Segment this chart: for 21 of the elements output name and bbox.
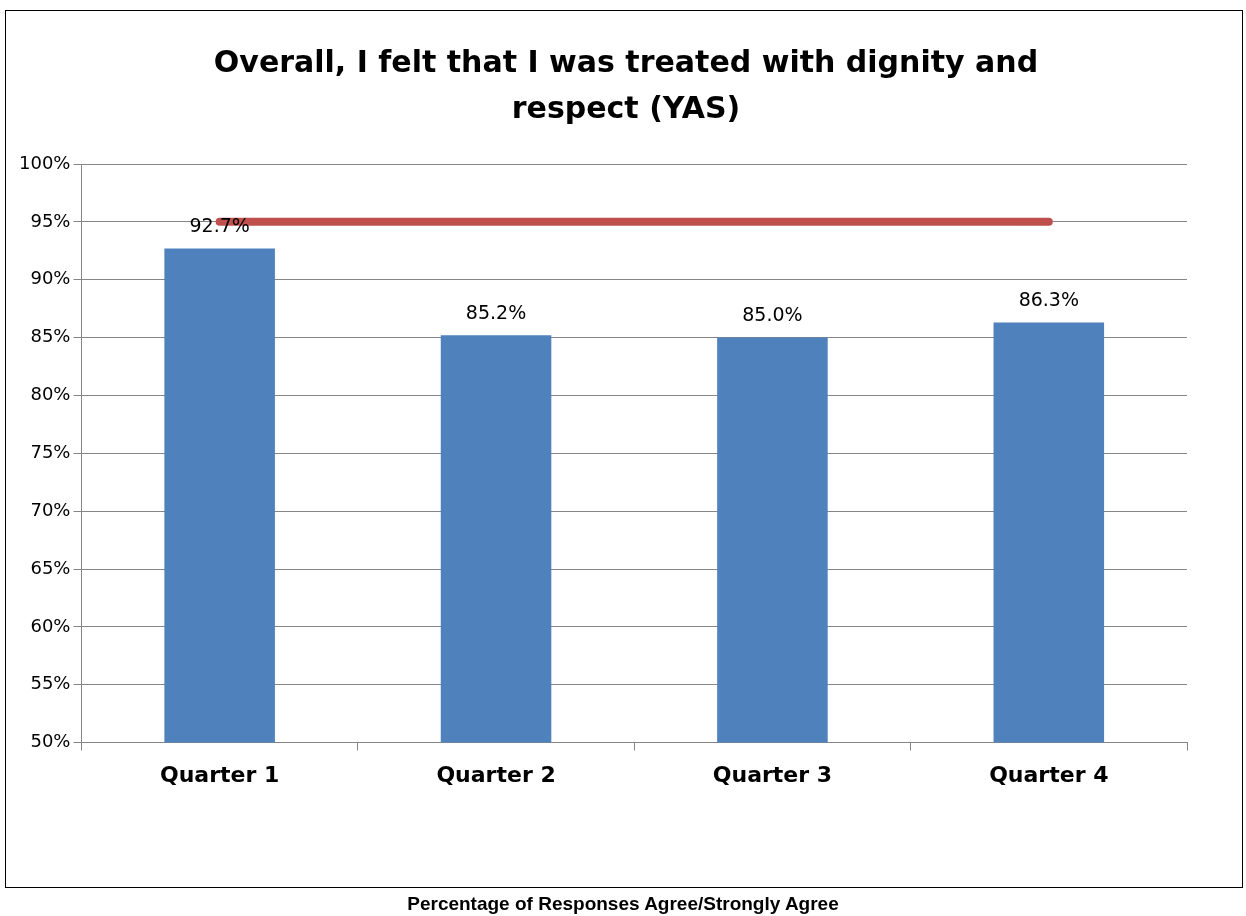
y-tick-label: 60% — [30, 614, 71, 636]
x-tick-label: Quarter 3 — [712, 761, 833, 787]
data-label: 86.3% — [1018, 287, 1079, 310]
y-tick-label: 85% — [30, 325, 71, 347]
y-tick-label: 80% — [30, 383, 71, 405]
y-tick-label: 70% — [30, 498, 71, 520]
data-label: 92.7% — [189, 213, 250, 236]
y-tick-label: 65% — [30, 556, 71, 578]
chart-title: Overall, I felt that I was treated with dignity and respect (YAS) — [212, 43, 1040, 127]
y-tick-label: 50% — [30, 730, 71, 752]
x-tick-label: Quarter 1 — [159, 761, 280, 787]
y-tick-label: 55% — [30, 672, 71, 694]
text: Percentage of Responses Agree/Strongly Agree — [406, 893, 840, 915]
y-tick-label: 95% — [30, 209, 71, 231]
y-tick-label: 90% — [30, 267, 71, 289]
data-label: 85.0% — [742, 303, 803, 326]
y-tick-label: 100% — [18, 151, 71, 173]
x-tick-label: Quarter 2 — [436, 761, 556, 787]
y-tick-label: 75% — [30, 440, 71, 462]
x-tick-label: Quarter 4 — [989, 761, 1109, 787]
data-label: 85.2% — [465, 300, 527, 323]
